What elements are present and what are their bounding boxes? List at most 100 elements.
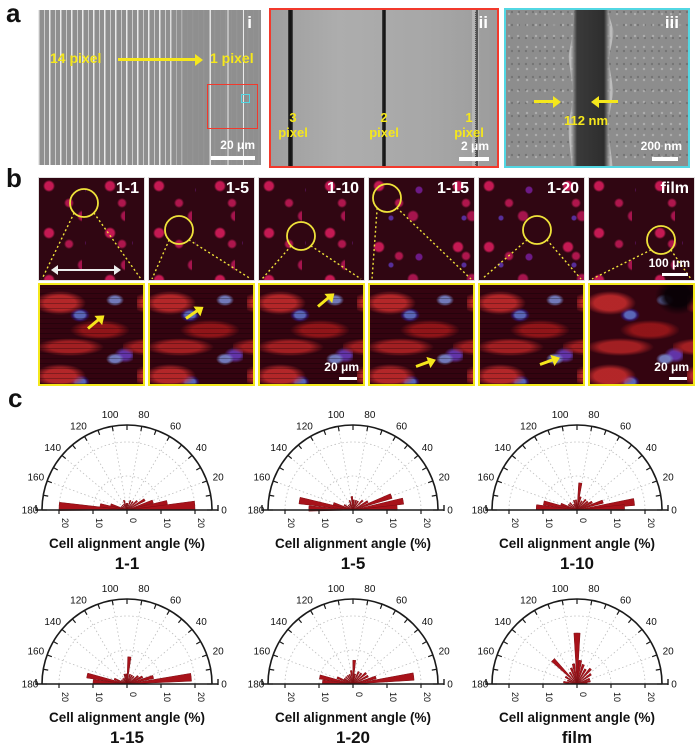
rose-plot-1-1: 0 20 40 60 80 100 120 140 160 180 20 10 0 10 20 Cell a… [14,396,240,573]
subpanel-iii-tag: iii [664,13,679,32]
cell-zoom-1-5 [148,283,255,386]
svg-text:160: 160 [28,646,45,657]
rose-title: 1-1 [114,554,140,573]
right-arrow-icon [118,53,203,66]
cell-image-1-10: 1-10 [258,177,365,281]
svg-text:80: 80 [588,410,600,421]
svg-text:0: 0 [447,506,453,517]
svg-text:0: 0 [578,518,588,523]
svg-text:10: 10 [388,518,398,528]
rose-title: 1-5 [340,554,366,573]
svg-text:140: 140 [270,443,287,454]
nanogroove [568,10,614,166]
svg-text:60: 60 [170,595,182,606]
svg-text:0: 0 [578,692,588,697]
svg-text:20: 20 [663,472,675,483]
svg-text:20: 20 [422,518,432,528]
rose-plot-1-20: 0 20 40 60 80 100 120 140 160 180 20 10 0 10 20 Cell a… [240,570,466,745]
scale-bar-label: 20 μm [220,138,255,152]
sample-label: 1-1 [115,180,139,197]
rose-xlabel: Cell alignment angle (%) [48,710,206,725]
rose-plot-1-5: 0 20 40 60 80 100 120 140 160 180 20 10 0 10 20 Cell a… [240,396,466,573]
svg-text:180: 180 [22,506,39,517]
groove-label-2: 2 pixel [369,110,399,140]
nucleus-arrow-icon [87,318,100,330]
svg-text:20: 20 [510,518,520,528]
svg-text:40: 40 [196,617,208,628]
panel-c-label: c [8,383,23,413]
rose-chart: 0 20 40 60 80 100 120 140 160 180 20 10 0 10 20 [464,570,690,709]
svg-text:0: 0 [354,518,364,523]
cell-zoom-1-20 [478,283,585,386]
cell-image-1-1: 1-1 [38,177,145,281]
svg-text:180: 180 [22,680,39,691]
cell-image-film: film 100 μm [588,177,695,281]
sem-image-i: 14 pixel 1 pixel i 20 μm [38,10,261,165]
svg-text:140: 140 [494,617,511,628]
svg-text:10: 10 [320,692,330,702]
svg-text:40: 40 [646,443,658,454]
rose-title: 1-20 [335,728,371,745]
svg-text:180: 180 [472,506,489,517]
scale-bar-label: 200 nm [640,139,682,153]
svg-text:40: 40 [422,617,434,628]
svg-text:10: 10 [162,692,172,702]
svg-text:0: 0 [671,506,677,517]
svg-text:60: 60 [620,595,632,606]
svg-text:120: 120 [296,595,313,606]
svg-text:20: 20 [196,692,206,702]
nucleus-arrow-icon [185,309,199,320]
svg-text:20: 20 [213,646,225,657]
sem-image-iii: 112 nm iii 200 nm [504,8,690,168]
rose-xlabel: Cell alignment angle (%) [48,536,206,551]
svg-text:120: 120 [520,595,537,606]
svg-text:100: 100 [328,584,345,595]
rose-xlabel: Cell alignment angle (%) [274,536,432,551]
sample-label: 1-10 [326,180,359,197]
svg-text:140: 140 [494,443,511,454]
svg-text:120: 120 [296,421,313,432]
scale-bar [669,377,687,380]
svg-text:40: 40 [646,617,658,628]
svg-text:10: 10 [612,518,622,528]
panel-b-label: b [6,163,22,193]
cell-zoom-1-15 [368,283,475,386]
svg-text:10: 10 [162,518,172,528]
svg-text:180: 180 [248,680,265,691]
rose-title: 1-10 [559,554,595,573]
svg-text:20: 20 [663,646,675,657]
svg-text:20: 20 [646,518,656,528]
svg-text:100: 100 [102,584,119,595]
svg-text:20: 20 [196,518,206,528]
svg-text:60: 60 [396,421,408,432]
svg-text:20: 20 [286,518,296,528]
svg-text:20: 20 [60,518,70,528]
rose-plot-1-15: 0 20 40 60 80 100 120 140 160 180 20 10 0 10 20 Cell a… [14,570,240,745]
svg-text:0: 0 [221,680,227,691]
svg-text:120: 120 [520,421,537,432]
svg-text:40: 40 [422,443,434,454]
groove-label-3: 3 pixel [278,110,308,140]
svg-text:80: 80 [138,410,150,421]
svg-text:80: 80 [364,584,376,595]
svg-text:100: 100 [552,584,569,595]
scale-bar-label: 20 μm [654,360,689,374]
svg-text:10: 10 [94,518,104,528]
scale-bar [459,157,489,161]
svg-text:160: 160 [478,646,495,657]
nucleus-arrow-icon [415,360,430,368]
groove-label-1: 1 pixel [454,110,484,140]
svg-text:60: 60 [396,595,408,606]
svg-text:60: 60 [620,421,632,432]
scale-bar-label: 20 μm [324,360,359,374]
rose-chart: 0 20 40 60 80 100 120 140 160 180 20 10 0 10 20 [14,570,240,709]
cell-zoom-film: 20 μm [588,283,695,386]
pixel-count-left-label: 14 pixel [50,50,102,66]
svg-text:140: 140 [270,617,287,628]
subpanel-ii-tag: ii [478,13,488,32]
svg-text:10: 10 [544,518,554,528]
svg-text:10: 10 [544,692,554,702]
svg-text:20: 20 [286,692,296,702]
svg-text:160: 160 [254,472,271,483]
